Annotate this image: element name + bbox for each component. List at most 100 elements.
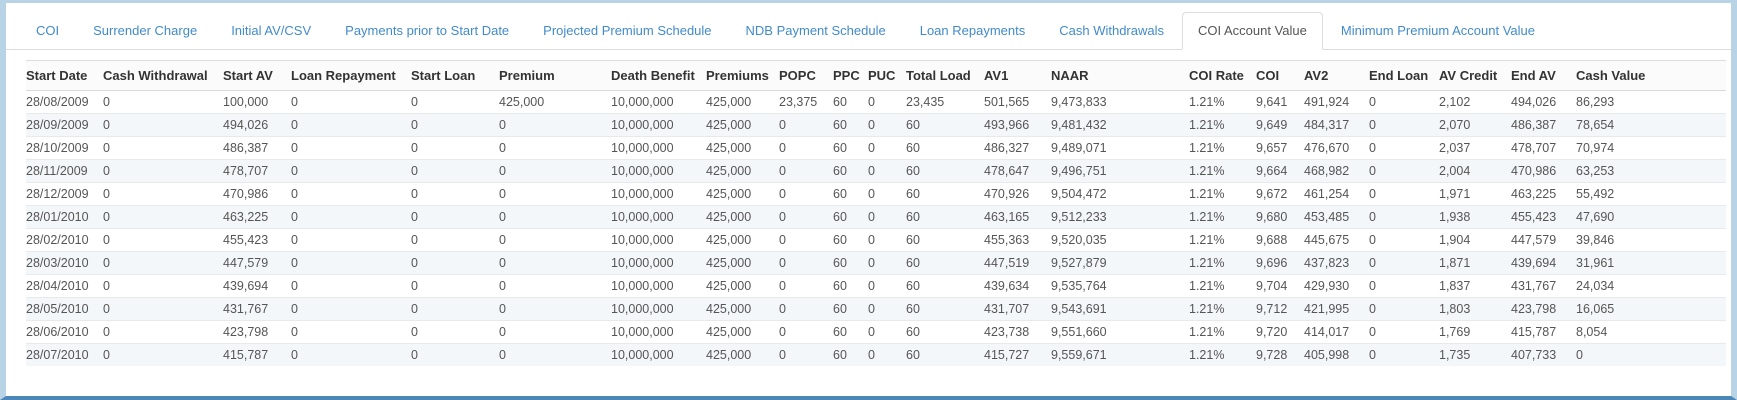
cell-av-credit: 1,803: [1439, 302, 1471, 316]
tab-ndb-payment-schedule[interactable]: NDB Payment Schedule: [745, 23, 886, 38]
cell-popc: 23,375: [779, 95, 818, 109]
tab-initial-av-csv[interactable]: Initial AV/CSV: [231, 23, 312, 38]
cell-premium: 0: [499, 164, 506, 178]
tab-payments-prior-to-start-date[interactable]: Payments prior to Start Date: [345, 23, 510, 38]
cell-av1: 423,738: [984, 325, 1030, 339]
cell-total-load: 60: [906, 302, 920, 316]
cell-start-loan: 0: [411, 325, 418, 339]
cell-puc: 0: [868, 95, 875, 109]
cell-loan-repayment: 0: [291, 118, 298, 132]
cell-death-benefit: 10,000,000: [611, 210, 674, 224]
column-header-end-loan: End Loan: [1369, 68, 1429, 83]
cell-coi: 9,672: [1256, 187, 1288, 201]
cell-start-date: 28/08/2009: [26, 95, 89, 109]
cell-ppc: 60: [833, 348, 847, 362]
cell-cash-value: 31,961: [1576, 256, 1615, 270]
cell-av1: 439,634: [984, 279, 1030, 293]
tab-coi[interactable]: COI: [36, 23, 60, 38]
table-row: 28/10/2009 0 486,387 0 0 0 10,000,000 425,000 0 6…: [26, 136, 1726, 160]
cell-av-credit: 2,037: [1439, 141, 1471, 155]
cell-premiums: 425,000: [706, 279, 752, 293]
column-header-puc: PUC: [868, 68, 896, 83]
cell-coi: 9,664: [1256, 164, 1288, 178]
cell-start-av: 478,707: [223, 164, 269, 178]
column-header-end-av: End AV: [1511, 68, 1556, 83]
cell-start-loan: 0: [411, 164, 418, 178]
table-row: 28/06/2010 0 423,798 0 0 0 10,000,000 425,000 0 6…: [26, 320, 1726, 344]
cell-loan-repayment: 0: [291, 325, 298, 339]
cell-cash-value: 47,690: [1576, 210, 1615, 224]
cell-end-loan: 0: [1369, 187, 1376, 201]
cell-loan-repayment: 0: [291, 210, 298, 224]
cell-start-av: 455,423: [223, 233, 269, 247]
column-header-naar: NAAR: [1051, 68, 1089, 83]
cell-total-load: 60: [906, 187, 920, 201]
cell-death-benefit: 10,000,000: [611, 279, 674, 293]
tab-cash-withdrawals[interactable]: Cash Withdrawals: [1059, 23, 1164, 38]
cell-total-load: 60: [906, 348, 920, 362]
cell-premium: 0: [499, 348, 506, 362]
table-row: 28/01/2010 0 463,225 0 0 0 10,000,000 425,000 0 6…: [26, 205, 1726, 229]
cell-cash-value: 8,054: [1576, 325, 1608, 339]
cell-total-load: 60: [906, 210, 920, 224]
cell-coi-rate: 1.21%: [1189, 141, 1225, 155]
table-row: 28/12/2009 0 470,986 0 0 0 10,000,000 425,000 0 6…: [26, 182, 1726, 206]
column-header-death-benefit: Death Benefit: [611, 68, 695, 83]
cell-death-benefit: 10,000,000: [611, 164, 674, 178]
cell-end-av: 439,694: [1511, 256, 1557, 270]
cell-coi: 9,728: [1256, 348, 1288, 362]
cell-premiums: 425,000: [706, 210, 752, 224]
column-header-premium: Premium: [499, 68, 555, 83]
cell-av-credit: 1,938: [1439, 210, 1471, 224]
cell-coi-rate: 1.21%: [1189, 302, 1225, 316]
cell-cash-value: 86,293: [1576, 95, 1615, 109]
cell-av2: 421,995: [1304, 302, 1350, 316]
cell-premiums: 425,000: [706, 118, 752, 132]
cell-total-load: 60: [906, 118, 920, 132]
cell-loan-repayment: 0: [291, 141, 298, 155]
cell-total-load: 60: [906, 141, 920, 155]
tab-surrender-charge[interactable]: Surrender Charge: [93, 23, 198, 38]
tab-projected-premium-schedule[interactable]: Projected Premium Schedule: [543, 23, 712, 38]
cell-av2: 437,823: [1304, 256, 1350, 270]
cell-premiums: 425,000: [706, 348, 752, 362]
cell-premiums: 425,000: [706, 256, 752, 270]
cell-death-benefit: 10,000,000: [611, 95, 674, 109]
cell-naar: 9,551,660: [1051, 325, 1107, 339]
cell-end-av: 494,026: [1511, 95, 1557, 109]
cell-start-date: 28/04/2010: [26, 279, 89, 293]
cell-ppc: 60: [833, 256, 847, 270]
cell-coi: 9,696: [1256, 256, 1288, 270]
cell-start-date: 28/09/2009: [26, 118, 89, 132]
cell-av2: 405,998: [1304, 348, 1350, 362]
cell-naar: 9,520,035: [1051, 233, 1107, 247]
cell-ppc: 60: [833, 233, 847, 247]
cell-end-loan: 0: [1369, 210, 1376, 224]
cell-popc: 0: [779, 187, 786, 201]
cell-total-load: 60: [906, 279, 920, 293]
cell-puc: 0: [868, 210, 875, 224]
cell-ppc: 60: [833, 302, 847, 316]
cell-start-date: 28/07/2010: [26, 348, 89, 362]
tab-minimum-premium-account-value[interactable]: Minimum Premium Account Value: [1340, 23, 1535, 38]
cell-av1: 455,363: [984, 233, 1030, 247]
cell-ppc: 60: [833, 164, 847, 178]
tab-loan-repayments[interactable]: Loan Repayments: [919, 23, 1026, 38]
cell-start-loan: 0: [411, 256, 418, 270]
cell-naar: 9,559,671: [1051, 348, 1107, 362]
cell-ppc: 60: [833, 325, 847, 339]
cell-premiums: 425,000: [706, 233, 752, 247]
cell-start-loan: 0: [411, 118, 418, 132]
cell-ppc: 60: [833, 141, 847, 155]
cell-total-load: 23,435: [906, 95, 945, 109]
cell-coi-rate: 1.21%: [1189, 279, 1225, 293]
tab-coi-account-value[interactable]: COI Account Value: [1182, 12, 1323, 50]
column-header-av-credit: AV Credit: [1439, 68, 1498, 83]
cell-puc: 0: [868, 325, 875, 339]
cell-premium: 0: [499, 118, 506, 132]
cell-cash-value: 0: [1576, 348, 1583, 362]
cell-end-loan: 0: [1369, 256, 1376, 270]
cell-start-loan: 0: [411, 95, 418, 109]
cell-av2: 429,930: [1304, 279, 1350, 293]
